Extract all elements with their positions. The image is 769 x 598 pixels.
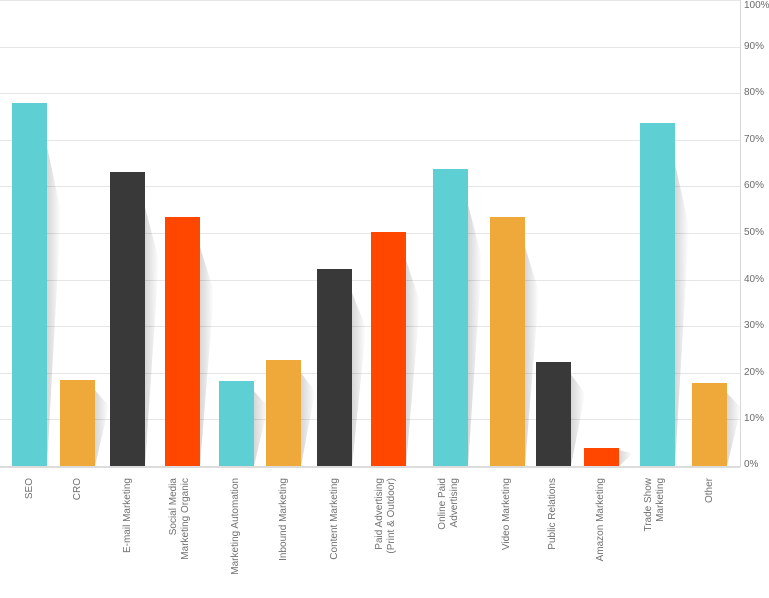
bar-11 <box>584 448 633 466</box>
bar-shadow <box>727 392 741 466</box>
y-tick-label: 80% <box>744 87 765 98</box>
gridline-40 <box>0 280 740 281</box>
bar-13 <box>692 383 741 466</box>
bar-fill <box>584 448 619 466</box>
gridline-60 <box>0 186 740 187</box>
bar-shadow <box>47 146 61 466</box>
gridline-20 <box>0 373 740 374</box>
x-axis-label: Trade Show Marketing <box>643 478 666 532</box>
x-axis-label: Paid Advertising (Print & Outdoor) <box>374 478 397 554</box>
bar-12 <box>640 123 689 466</box>
bar-shadow <box>145 207 159 466</box>
bar-5 <box>266 360 315 466</box>
gridline-30 <box>0 326 740 327</box>
bar-fill <box>536 362 571 466</box>
y-tick-label: 60% <box>744 180 765 191</box>
x-axis-label: Social Media Marketing Organic <box>168 478 191 560</box>
y-tick-label: 50% <box>744 227 765 238</box>
bar-1 <box>60 380 109 466</box>
y-tick-label: 10% <box>744 413 765 424</box>
bar-fill <box>110 172 145 466</box>
x-axis-label: Content Marketing <box>329 478 340 560</box>
y-tick-label: 30% <box>744 320 765 331</box>
bar-9 <box>490 217 539 466</box>
bar-fill <box>165 217 200 466</box>
gridline-70 <box>0 140 740 141</box>
bar-fill <box>433 169 468 466</box>
y-tick-label: 0% <box>744 459 759 470</box>
bar-fill <box>219 381 254 466</box>
bar-shadow <box>619 450 633 466</box>
y-tick-label: 90% <box>744 41 765 52</box>
y-axis-line <box>740 0 741 467</box>
bar-6 <box>317 269 366 466</box>
x-axis-label: SEO <box>24 478 35 500</box>
x-axis-label: E-mail Marketing <box>122 478 133 554</box>
y-tick-label: 70% <box>744 134 765 145</box>
y-tick-label: 20% <box>744 367 765 378</box>
x-axis-label: Other <box>704 478 715 504</box>
gridline-10 <box>0 419 740 420</box>
bar-0 <box>12 103 61 466</box>
gridline-80 <box>0 93 740 94</box>
bar-shadow <box>571 374 585 466</box>
bar-shadow <box>675 164 689 466</box>
bar-fill <box>640 123 675 466</box>
bar-8 <box>433 169 482 466</box>
bar-shadow <box>406 260 420 466</box>
x-axis-label: CRO <box>72 478 83 501</box>
bar-fill <box>60 380 95 466</box>
x-axis-label: Inbound Marketing <box>278 478 289 561</box>
x-axis-label: Online Paid Advertising <box>437 478 460 530</box>
bar-shadow <box>301 372 315 466</box>
bar-fill <box>490 217 525 466</box>
gridline-50 <box>0 233 740 234</box>
gridline-90 <box>0 47 740 48</box>
gridline-100 <box>0 0 740 1</box>
bar-2 <box>110 172 159 466</box>
x-axis-label: Marketing Automation <box>230 478 241 575</box>
bar-4 <box>219 381 268 466</box>
y-tick-label: 100% <box>744 0 769 11</box>
bar-fill <box>692 383 727 466</box>
bar-shadow <box>352 292 366 466</box>
bar-3 <box>165 217 214 466</box>
bar-shadow <box>95 390 109 466</box>
bar-7 <box>371 232 420 466</box>
gridline-0 <box>0 466 740 468</box>
bar-fill <box>266 360 301 466</box>
x-axis-label: Public Relations <box>547 478 558 550</box>
bar-shadow <box>468 204 482 466</box>
x-axis-label: Video Marketing <box>501 478 512 551</box>
bar-shadow <box>200 246 214 466</box>
bar-fill <box>371 232 406 466</box>
bar-fill <box>317 269 352 466</box>
y-tick-label: 40% <box>744 274 765 285</box>
x-axis-label: Amazon Marketing <box>595 478 606 562</box>
bar-fill <box>12 103 47 466</box>
bar-10 <box>536 362 585 466</box>
